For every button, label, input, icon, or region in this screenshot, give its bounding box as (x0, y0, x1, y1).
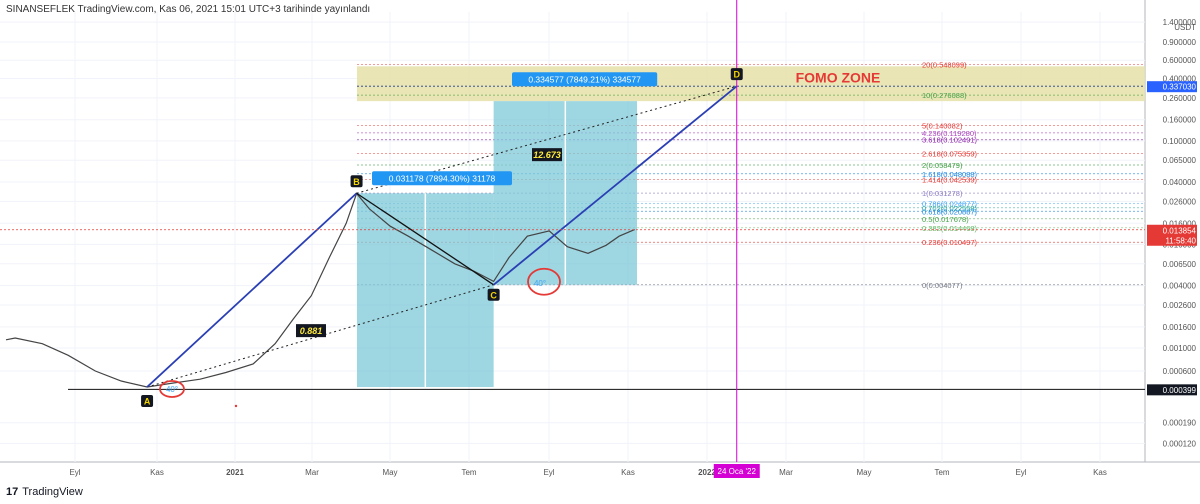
y-tick-label: 0.006500 (1163, 260, 1197, 269)
measure-1-label: 0.031178 (7894.30%) 31178 (389, 173, 496, 183)
y-tick-label: 0.016000 (1163, 219, 1197, 228)
tradingview-logo-text: TradingView (22, 486, 83, 498)
price-label: 0.013854 (1163, 226, 1197, 235)
y-tick-label: 0.000120 (1163, 439, 1197, 448)
y-tick-label: 0.160000 (1163, 116, 1197, 125)
fib-level-label: 0.236(0.010497) (922, 238, 978, 247)
price-label-bg (1147, 384, 1197, 396)
measure-2-label: 0.334577 (7849.21%) 334577 (528, 74, 641, 84)
fib-level-label: 2.618(0.075359) (922, 150, 978, 159)
fib-level-label: 20(0.548099) (922, 60, 967, 69)
fib-level-label: 2(0.058479) (922, 161, 963, 170)
x-tick-label: Mar (305, 468, 319, 477)
price-label-bg (1147, 224, 1197, 236)
fib-level-label: 1(0.031278) (922, 189, 963, 198)
price-series-line (5, 192, 635, 388)
y-tick-label: 0.026000 (1163, 197, 1197, 206)
y-tick-label: 1.400000 (1163, 18, 1197, 27)
fib-level-label: 1.618(0.048088) (922, 170, 978, 179)
x-tick-label: Tem (461, 468, 476, 477)
point-marker-label: A (144, 397, 151, 407)
y-tick-label: 0.900000 (1163, 38, 1197, 47)
angle-1-label: 40° (166, 385, 178, 394)
y-tick-label: 0.600000 (1163, 56, 1197, 65)
time-marker-badge (713, 464, 760, 478)
x-tick-label: Kas (150, 468, 164, 477)
ratio-1-label-bg (296, 324, 326, 338)
y-tick-label: 0.004000 (1163, 282, 1197, 291)
ratio-1-label: 0.881 (300, 326, 323, 336)
cd-line (493, 85, 738, 286)
price-label-bg (1147, 81, 1197, 93)
x-tick-label: Kas (621, 468, 635, 477)
point-marker-label: C (490, 290, 497, 300)
y-tick-label: 0.001600 (1163, 323, 1197, 332)
fib-level-label: 0.382(0.014468) (922, 224, 978, 233)
point-marker-bg (730, 68, 743, 81)
ratio-2-label-bg (532, 148, 562, 162)
x-tick-label: Eyl (1015, 468, 1026, 477)
time-marker-label: 24 Oca '22 (718, 467, 757, 476)
fib-level-label: 10(0.276088) (922, 91, 967, 100)
fib-level-label: 0.618(0.020887) (922, 207, 978, 216)
fib-level-label: 0.786(0.024877) (922, 199, 978, 208)
ratio-2-label: 12.673 (533, 150, 561, 160)
fib-level-label: 4.236(0.119280) (922, 129, 977, 138)
fomo-zone-band (357, 66, 1145, 102)
y-tick-label: 0.260000 (1163, 94, 1197, 103)
angle-1-circle (159, 380, 185, 398)
y-tick-label: 0.000600 (1163, 367, 1197, 376)
price-label-bg (1147, 234, 1197, 246)
y-tick-label: 0.002600 (1163, 301, 1197, 310)
angle-2-circle (527, 267, 561, 296)
fomo-zone-label: FOMO ZONE (796, 69, 881, 85)
point-marker-bg (350, 175, 363, 188)
x-tick-label: Kas (1093, 468, 1107, 477)
chart-header: SINANSEFLEK TradingView.com, Kas 06, 202… (6, 4, 371, 15)
tradingview-logo[interactable]: 17 TradingView (6, 486, 83, 498)
fib-level-label: 0.5(0.017678) (922, 215, 969, 224)
ab-line (146, 192, 358, 388)
point-marker-bg (141, 395, 154, 408)
fib-level-label: 0(0.004077) (922, 281, 963, 290)
measure-2-label-bg (512, 72, 658, 87)
price-label: 0.337030 (1163, 83, 1197, 92)
fib-level-label: 3.618(0.102491) (922, 136, 978, 145)
angle-2-label: 40° (534, 279, 546, 288)
fib-level-label: 0.702(0.022558) (922, 204, 978, 213)
measure-1-label-bg (372, 171, 512, 186)
x-tick-label: Eyl (543, 468, 554, 477)
x-tick-label: Eyl (69, 468, 80, 477)
fib-level-label: 5(0.140082) (922, 122, 963, 131)
point-marker-label: D (733, 70, 740, 80)
x-tick-label: Mar (779, 468, 793, 477)
y-tick-label: 0.400000 (1163, 74, 1197, 83)
y-tick-label: 0.040000 (1163, 178, 1197, 187)
price-label: 0.000399 (1163, 386, 1197, 395)
y-tick-label: 0.100000 (1163, 137, 1197, 146)
stray-dot (234, 404, 238, 408)
y-tick-label: 0.001000 (1163, 344, 1197, 353)
x-tick-label: May (856, 468, 871, 477)
y-axis-unit: USDT (1174, 23, 1196, 32)
y-tick-label: 0.065000 (1163, 156, 1197, 165)
y-tick-label: 0.000190 (1163, 419, 1197, 428)
x-tick-label: May (382, 468, 397, 477)
tradingview-mark-icon: 17 (6, 486, 19, 498)
fib-level-label: 1.414(0.042539) (922, 175, 978, 184)
point-marker-bg (487, 288, 500, 301)
bc-line (356, 192, 494, 286)
x-tick-label: Tem (934, 468, 949, 477)
price-label: 11:58:40 (1165, 236, 1196, 245)
x-tick-label: 2022 (698, 468, 716, 477)
point-marker-label: B (353, 177, 360, 187)
x-tick-label: 2021 (226, 468, 244, 477)
